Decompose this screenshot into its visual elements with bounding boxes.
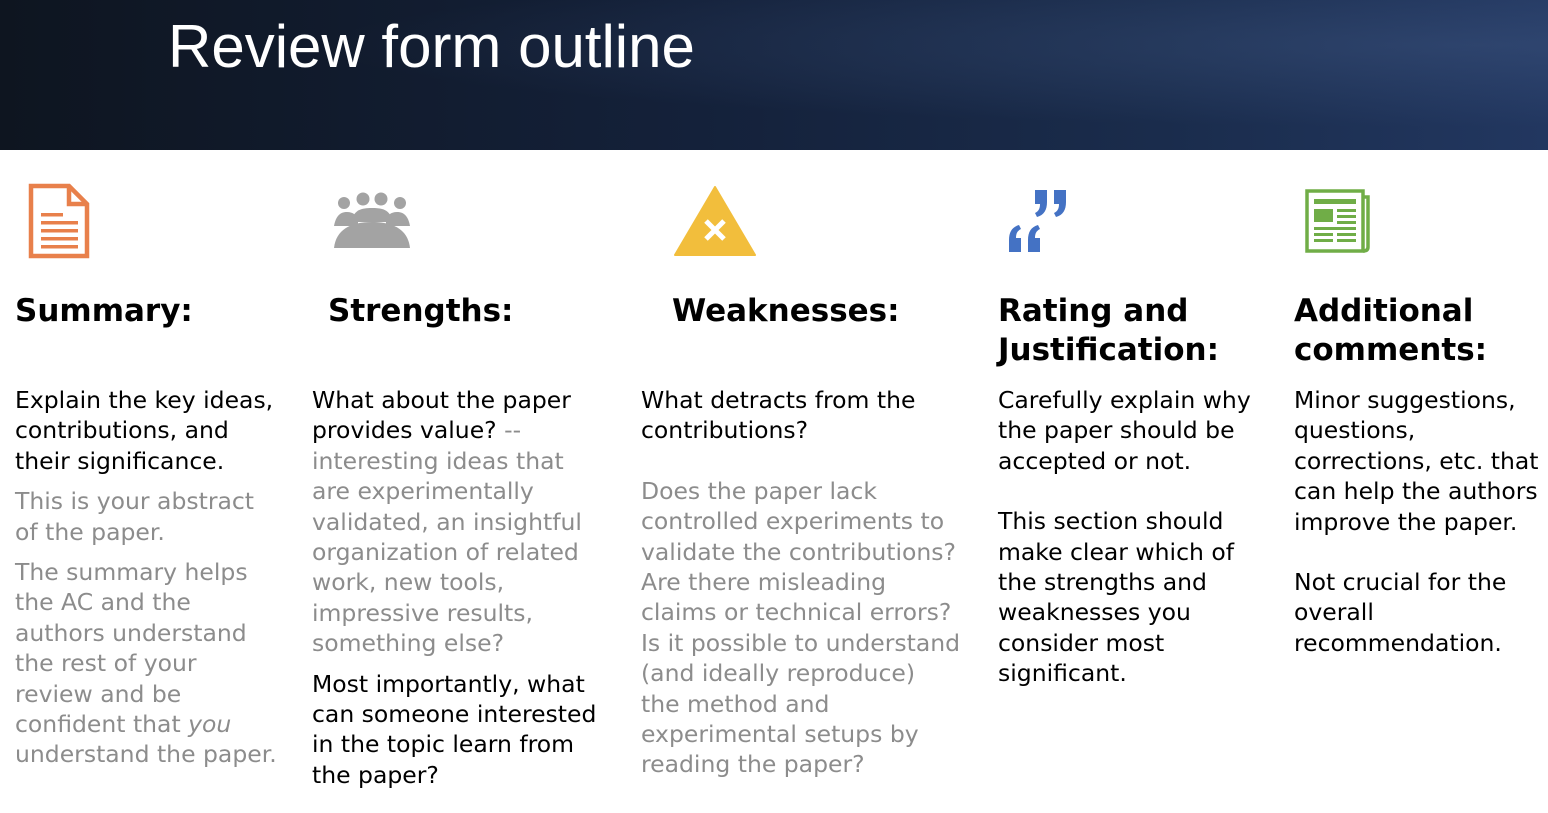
emphasis-you: you: [188, 710, 232, 739]
document-icon: [28, 183, 90, 259]
summary-text: Explain the key ideas, contributions, an…: [15, 386, 274, 475]
weaknesses-column: Weaknesses: What detracts from the contr…: [641, 292, 961, 778]
quote-icon: [1009, 190, 1066, 252]
strengths-key-question: Most importantly, what can someone inter…: [312, 669, 597, 789]
summary-heading: Summary:: [15, 293, 193, 329]
summary-detail: The summary helps the AC and the authors…: [15, 558, 277, 769]
warning-icon: [674, 186, 756, 256]
rating-detail: This section should make clear which of …: [998, 507, 1235, 688]
rating-column: Rating and Justification: Carefully expl…: [998, 292, 1260, 687]
comments-heading: Additional comments:: [1294, 293, 1488, 368]
newspaper-icon: [1305, 189, 1370, 253]
rating-text: Carefully explain why the paper should b…: [998, 386, 1251, 475]
weaknesses-detail: Does the paper lack controlled experimen…: [641, 476, 961, 779]
strengths-text: What about the paper provides value? -- …: [312, 386, 582, 658]
title-bar: Review form outline: [0, 0, 1548, 150]
comments-column: Additional comments: Minor suggestions, …: [1294, 292, 1539, 657]
rating-heading: Rating and Justification:: [998, 293, 1219, 368]
weaknesses-text: What detracts from the contributions?: [641, 386, 916, 445]
strengths-column: Strengths: What about the paper provides…: [312, 292, 607, 789]
slide-title: Review form outline: [168, 13, 695, 80]
summary-column: Summary: Explain the key ideas, contribu…: [15, 292, 277, 768]
strengths-heading: Strengths:: [328, 293, 514, 329]
summary-note: This is your abstract of the paper.: [15, 487, 255, 546]
comments-text: Minor suggestions, questions, correction…: [1294, 386, 1539, 536]
comments-detail: Not crucial for the overall recommendati…: [1294, 568, 1507, 657]
audience-icon: [334, 192, 410, 248]
weaknesses-heading: Weaknesses:: [672, 293, 900, 329]
